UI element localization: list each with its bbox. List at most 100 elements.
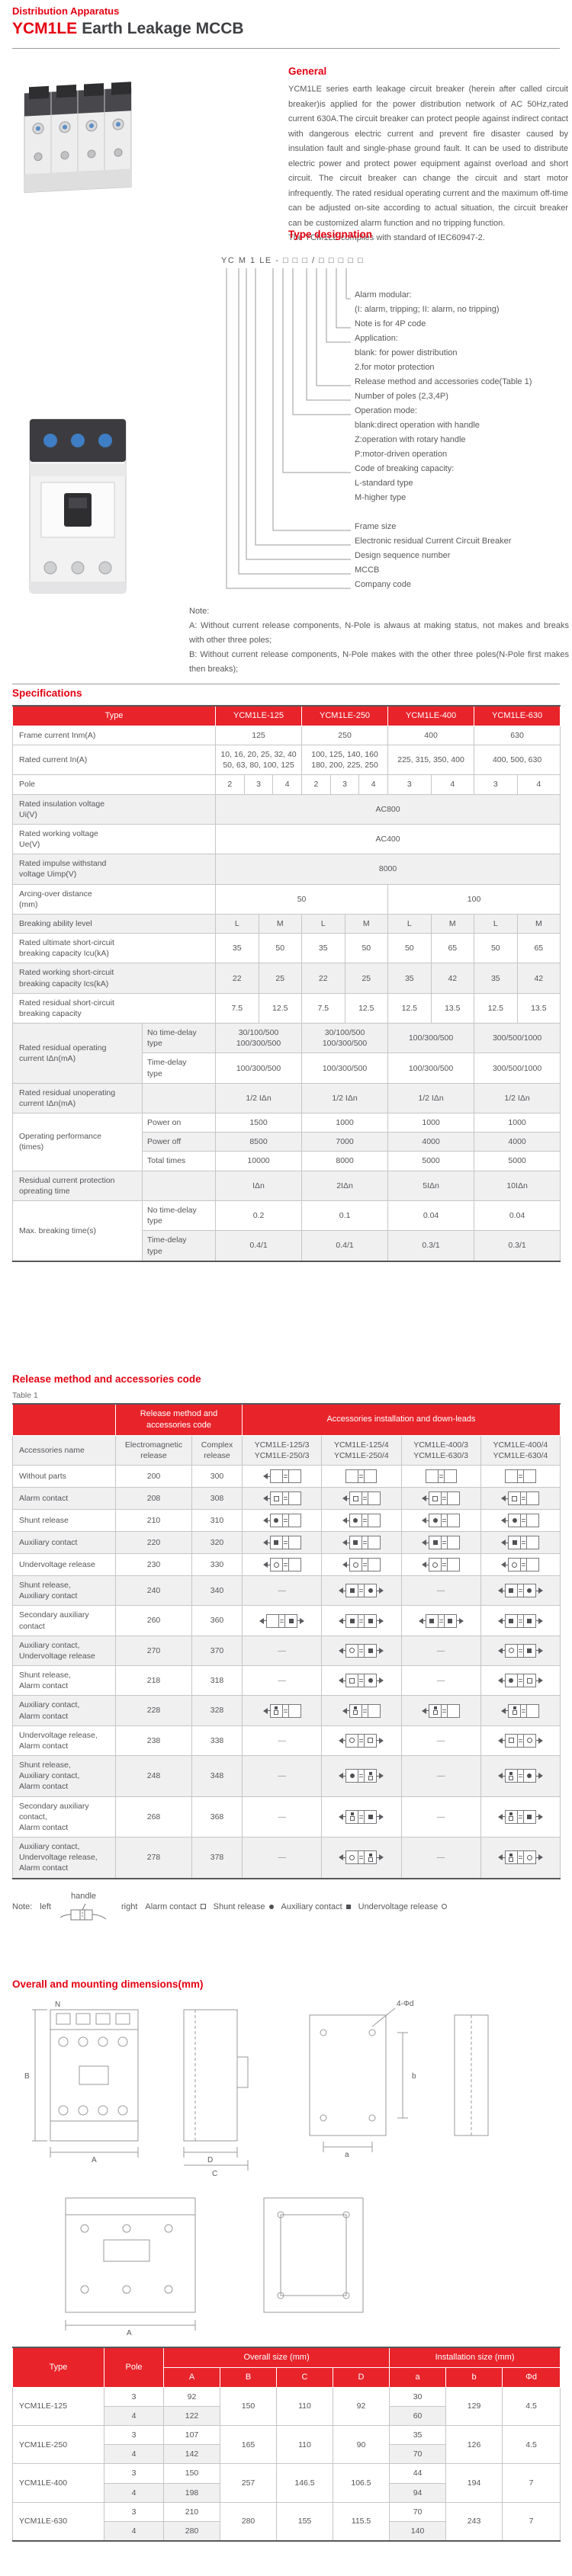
dimensions-table: Type Pole Overall size (mm) Installation si… <box>12 2347 561 2542</box>
auxiliary-contact-symbol <box>345 1904 351 1909</box>
table-cell: 200 <box>115 1465 192 1488</box>
table-cell: 5IΔn <box>387 1170 475 1202</box>
td-label: Design sequence number <box>355 551 451 560</box>
table-cell: 150 <box>220 2386 277 2427</box>
table-cell <box>321 1575 402 1607</box>
accessory-diagram <box>339 1850 384 1865</box>
table-cell: 8000 <box>301 1151 389 1171</box>
table-cell: Auxiliary contact, Undervoltage release, A… <box>12 1837 116 1879</box>
table-cell: 1/2 IΔn <box>301 1082 389 1114</box>
table-cell: — <box>400 1837 481 1879</box>
table-cell <box>480 1465 561 1488</box>
accessory-diagram <box>342 1703 381 1718</box>
table-cell: Max. breaking time(s) <box>12 1200 143 1262</box>
release-section: Release method and accessories code Tabl… <box>12 1373 561 1922</box>
table-cell: Without parts <box>12 1465 116 1488</box>
table-cell: Undervoltage release <box>12 1553 116 1577</box>
table-cell: L <box>215 913 259 934</box>
table-cell: 155 <box>276 2501 333 2542</box>
table-cell <box>480 1725 561 1757</box>
table-cell: 100/300/500 <box>301 1053 389 1084</box>
table-cell: 300/500/1000 <box>474 1053 561 1084</box>
accessory-diagram <box>339 1584 384 1598</box>
table-cell <box>321 1725 402 1757</box>
table-cell: 348 <box>191 1755 243 1797</box>
table-cell: 1/2 IΔn <box>474 1082 561 1114</box>
table-cell: — <box>241 1725 323 1757</box>
accessory-diagram <box>342 1558 381 1572</box>
type-designation-labels: Alarm modular: (I: alarm, tripping; II: … <box>355 288 572 592</box>
accessory-diagram <box>262 1469 301 1484</box>
type-formula: YC M 1 LE - □ □ □ / □ □ □ □ □ <box>221 256 365 265</box>
table-cell <box>480 1837 561 1879</box>
table-header-cell: Installation size (mm) <box>389 2347 561 2368</box>
table-cell: 70 <box>389 2501 447 2522</box>
table-cell: 42 <box>430 963 475 994</box>
table-cell: — <box>241 1796 323 1838</box>
table-cell: Time-delay type <box>141 1230 217 1262</box>
td-label: blank: for power distribution <box>355 348 458 357</box>
accessory-diagram <box>259 1613 305 1628</box>
accessory-diagram <box>497 1674 543 1688</box>
page-title: YCM1LE Earth Leakage MCCB <box>12 20 244 38</box>
table-cell: 25 <box>344 963 389 994</box>
table-header-cell: B <box>220 2367 277 2388</box>
table-cell: 12.5 <box>258 992 303 1024</box>
td-label: Release method and accessories code(Tabl… <box>355 377 532 386</box>
table-cell: 140 <box>389 2520 447 2542</box>
table-cell <box>480 1695 561 1726</box>
table-cell: 10IΔn <box>474 1170 561 1202</box>
table-cell: 122 <box>163 2405 220 2427</box>
table-cell: 100/300/500 <box>387 1053 475 1084</box>
table-cell: 248 <box>115 1755 192 1797</box>
dimensions-section: Overall and mounting dimensions(mm) <box>12 1978 561 2542</box>
table-cell: — <box>241 1755 323 1797</box>
table-cell: 208 <box>115 1487 192 1511</box>
table-header-cell: b <box>445 2367 503 2388</box>
table-cell: 35 <box>474 963 518 994</box>
table-cell: 100/300/500 <box>387 1023 475 1054</box>
legend-item-shunt: Shunt release <box>214 1902 274 1911</box>
dim-label-d: D <box>207 2156 213 2164</box>
table-cell: 115.5 <box>332 2501 390 2542</box>
accessory-diagram <box>497 1809 543 1824</box>
table-cell: 7 <box>502 2463 561 2503</box>
accessory-diagram <box>339 1733 384 1748</box>
table-cell: Rated current In(A) <box>11 745 217 776</box>
handle-figure: handle <box>59 1892 114 1922</box>
table-cell: 4000 <box>474 1132 561 1152</box>
table-header-cell: Accessories installation and down-leads <box>242 1404 561 1436</box>
table-cell: 146.5 <box>276 2463 333 2503</box>
accessory-diagram <box>501 1558 540 1572</box>
table-cell: — <box>400 1665 481 1697</box>
table-cell: Rated working short-circuit breaking capa… <box>11 963 217 994</box>
table-cell: 0.4/1 <box>301 1230 389 1262</box>
table-cell: 4 <box>104 2405 164 2427</box>
accessory-diagram <box>342 1514 381 1528</box>
table-cell: 310 <box>191 1509 243 1533</box>
table-cell: 50 <box>258 933 303 964</box>
table-cell: 0.2 <box>215 1200 303 1232</box>
table-cell <box>480 1575 561 1607</box>
table-cell: YCM1LE-630 <box>12 2501 104 2542</box>
dim-label-c: C <box>212 2170 217 2178</box>
table-cell <box>241 1553 323 1577</box>
accessory-diagram <box>497 1584 543 1598</box>
table-cell: 400 <box>387 725 475 746</box>
table-cell: M <box>516 913 561 934</box>
dim-label-b-install: b <box>412 2072 416 2081</box>
table-cell: 50 <box>474 933 518 964</box>
table-cell: 368 <box>191 1796 243 1838</box>
table-cell: Time-delay type <box>141 1053 217 1084</box>
accessory-diagram <box>345 1469 378 1484</box>
table-cell: 129 <box>445 2386 503 2427</box>
table-cell <box>321 1553 402 1577</box>
table-cell: 0.1 <box>301 1200 389 1232</box>
table-cell: 30 <box>389 2386 447 2407</box>
specifications-section: Specifications Type YCM1LE-125 YCM1LE-250 Y… <box>11 687 561 1262</box>
table-header-cell: Overall size (mm) <box>162 2347 390 2368</box>
table-cell <box>241 1605 323 1636</box>
table-cell: Pole <box>11 774 217 795</box>
legend-item-alarm: Alarm contact <box>145 1902 206 1911</box>
table-cell: YCM1LE-250 <box>12 2425 104 2465</box>
